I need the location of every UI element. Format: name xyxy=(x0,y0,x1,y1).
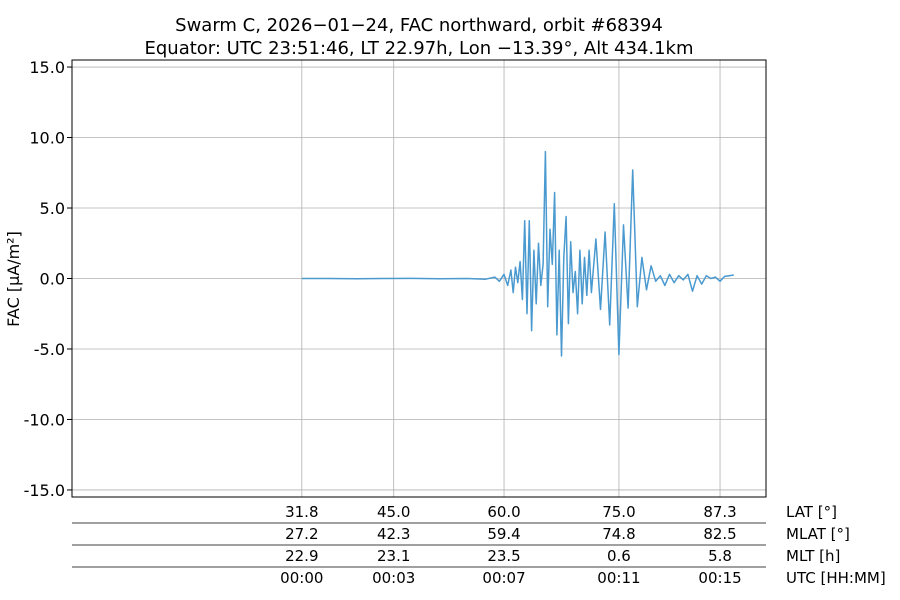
x-tick-label: 27.2 xyxy=(285,525,318,543)
x-tick-label: 23.5 xyxy=(487,547,520,565)
x-tick-label: 5.8 xyxy=(708,547,732,565)
x-tick-label: 23.1 xyxy=(377,547,410,565)
x-tick-label: 87.3 xyxy=(703,503,736,521)
plot-frame xyxy=(71,59,767,498)
x-tick-label: 00:00 xyxy=(280,569,323,587)
x-row-label: LAT [°] xyxy=(786,503,837,521)
y-tick-label: -5.0 xyxy=(34,340,65,359)
x-tick-label: 31.8 xyxy=(285,503,318,521)
grid-lines xyxy=(72,60,766,497)
x-tick-label: 22.9 xyxy=(285,547,318,565)
y-axis-label: FAC [μA/m²] xyxy=(4,231,23,327)
y-tick-label: -10.0 xyxy=(24,410,65,429)
x-tick-label: 74.8 xyxy=(602,525,635,543)
y-tick-label: 10.0 xyxy=(29,129,65,148)
x-row-label: UTC [HH:MM] xyxy=(786,569,886,587)
y-tick-label: -15.0 xyxy=(24,481,65,500)
x-tick-label: 00:03 xyxy=(372,569,415,587)
x-tick-label: 00:07 xyxy=(482,569,525,587)
x-tick-label: 0.6 xyxy=(607,547,631,565)
x-axis-tick-rows: 31.8 45.0 60.0 75.0 87.3 LAT [°] 27.2 42.3 59.4 7… xyxy=(72,503,886,587)
x-tick-label: 82.5 xyxy=(703,525,736,543)
fac-series-line xyxy=(301,150,734,357)
x-tick-label: 00:11 xyxy=(597,569,640,587)
y-tick-label: 15.0 xyxy=(29,58,65,77)
x-tick-label: 60.0 xyxy=(487,503,520,521)
chart-subtitle: Equator: UTC 23:51:46, LT 22.97h, Lon −1… xyxy=(144,38,693,59)
x-tick-label: 75.0 xyxy=(602,503,635,521)
x-row-label: MLAT [°] xyxy=(786,525,850,543)
series-group xyxy=(301,150,734,357)
x-tick-label: 42.3 xyxy=(377,525,410,543)
x-tick-label: 59.4 xyxy=(487,525,520,543)
x-tick-label: 45.0 xyxy=(377,503,410,521)
y-tick-label: 5.0 xyxy=(40,199,65,218)
y-axis-ticks: 15.0 10.0 5.0 0.0 -5.0 -10.0 -15.0 xyxy=(24,58,72,500)
x-row-label: MLT [h] xyxy=(786,547,840,565)
x-tick-label: 00:15 xyxy=(698,569,741,587)
y-tick-label: 0.0 xyxy=(40,270,65,289)
chart-title: Swarm C, 2026−01−24, FAC northward, orbi… xyxy=(175,15,663,36)
